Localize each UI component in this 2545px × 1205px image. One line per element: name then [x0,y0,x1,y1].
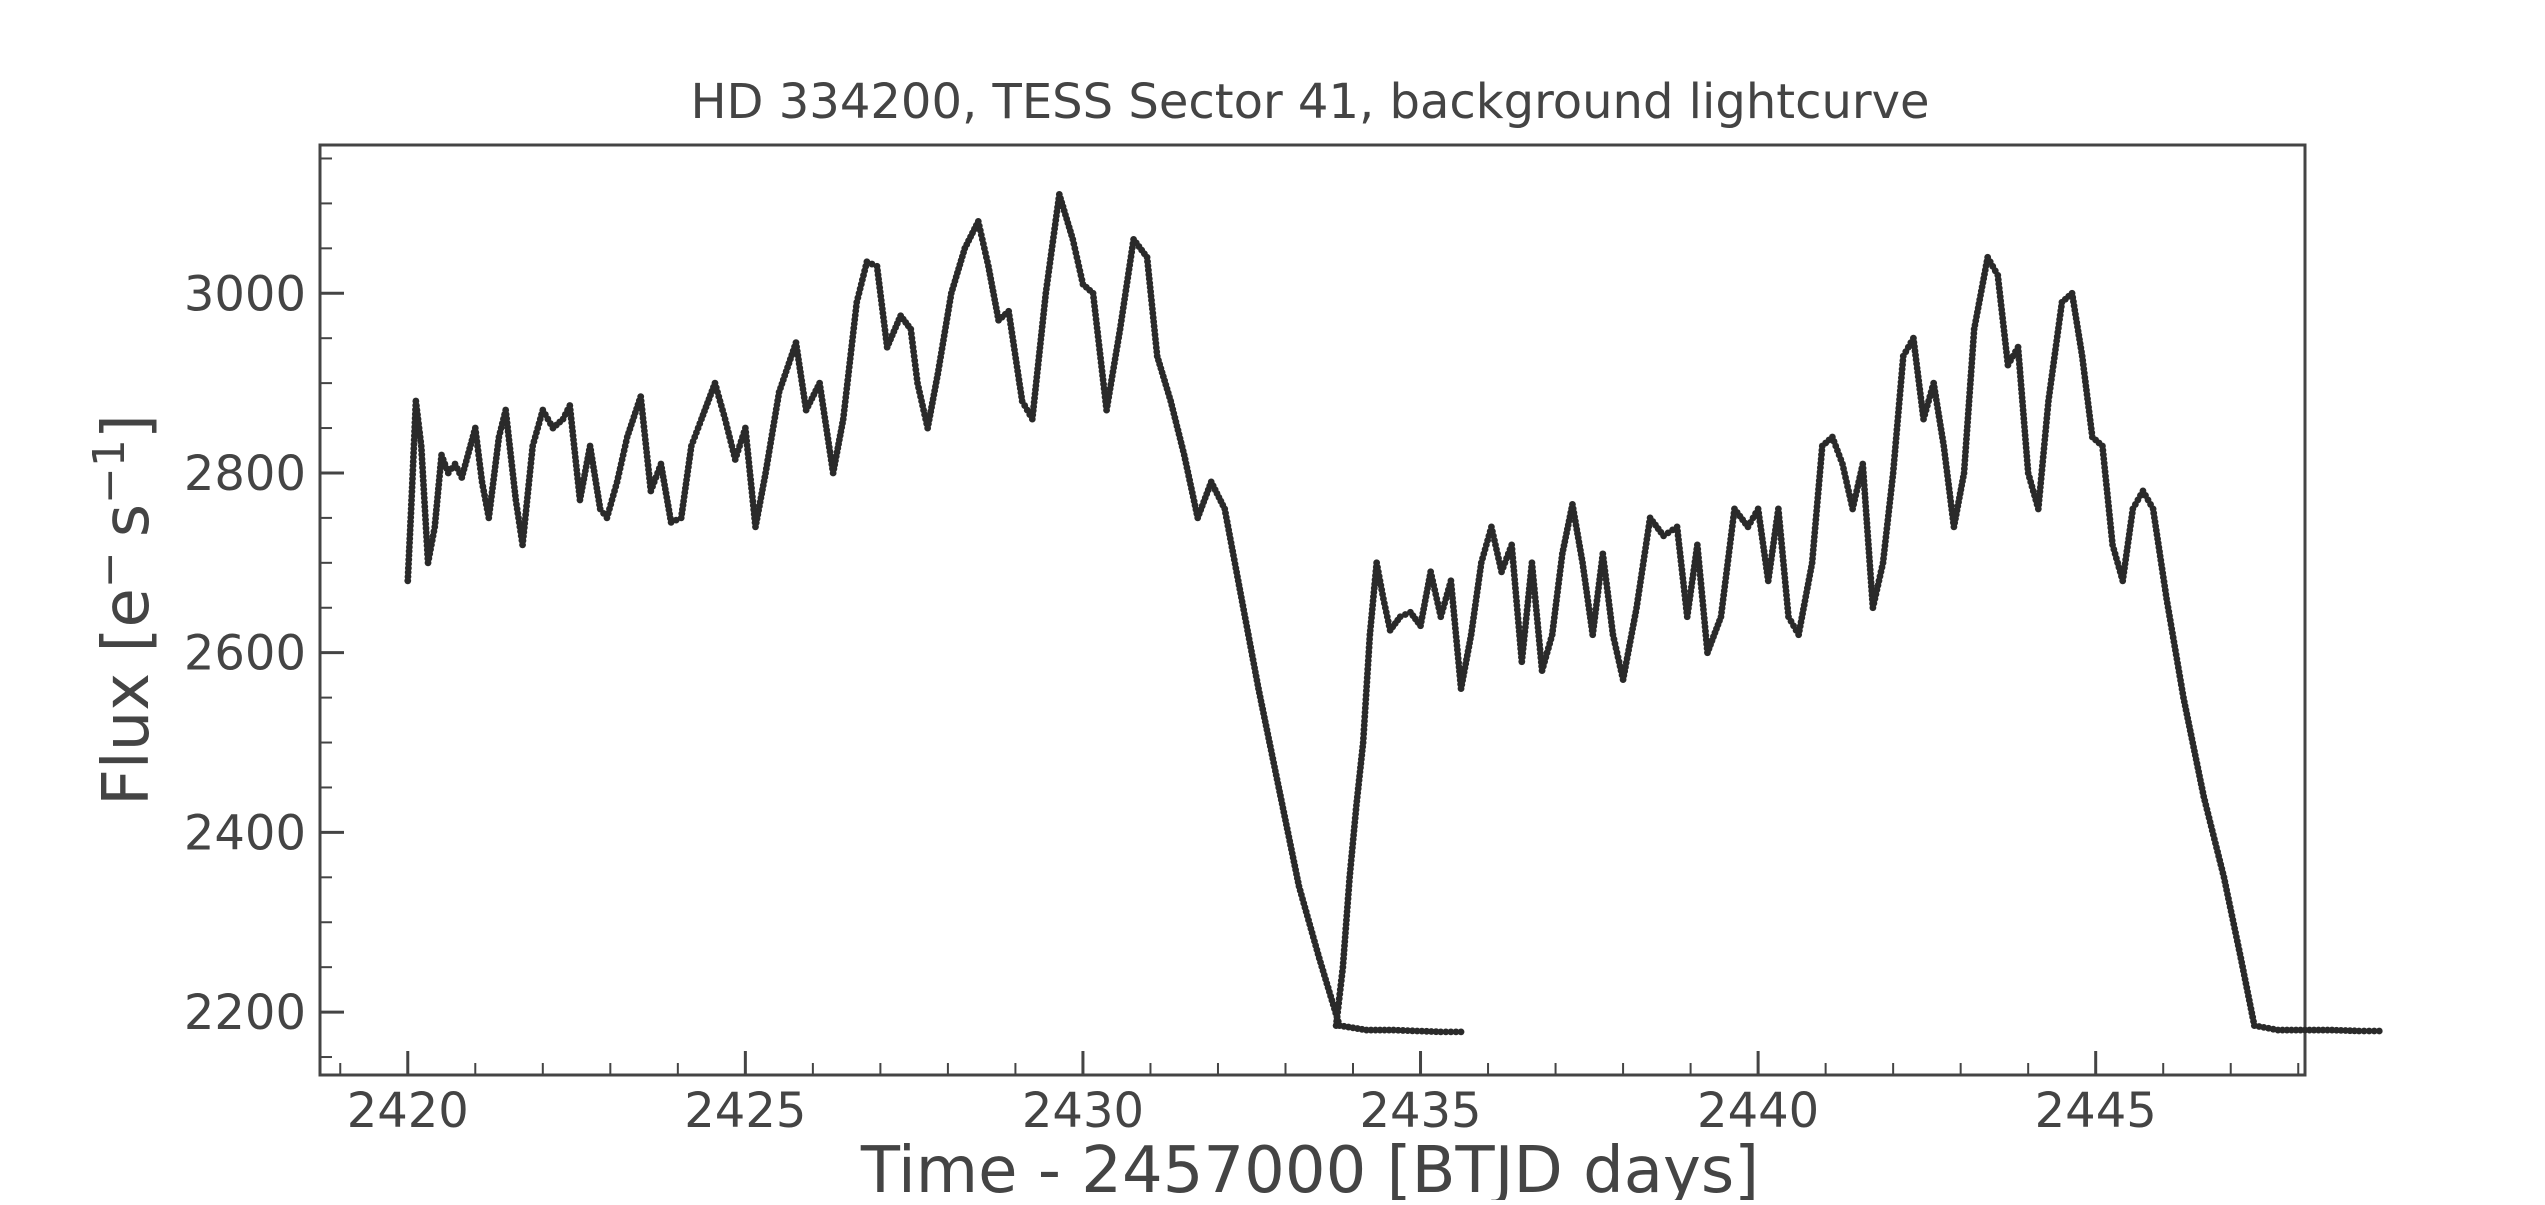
y-tick-label: 2800 [184,446,306,502]
x-axis-label: Time - 2457000 [BTJD days] [860,1134,1759,1200]
x-tick-label: 2435 [1359,1083,1481,1139]
data-markers [404,191,2383,1036]
data-point [1452,1028,1460,1036]
y-axis-label-mid: s [90,504,164,537]
y-axis-label-end: ] [90,414,164,439]
data-point [2355,1027,2363,1035]
y-axis-label-base: Flux [e [90,588,164,806]
x-tick-label: 2420 [347,1083,469,1139]
data-point [1447,1028,1455,1036]
x-axis-ticks: 2420 2425 2430 2435 2440 2445 [339,1051,2300,1139]
y-tick-label: 2200 [184,985,306,1041]
y-tick-label: 2600 [184,626,306,682]
y-tick-label: 3000 [184,266,306,322]
data-point [1437,1028,1445,1036]
data-point [667,518,675,526]
y-axis-ticks: 2200 2400 2600 2800 3000 [184,157,344,1059]
data-point [1457,1028,1465,1036]
y-tick-label: 2400 [184,805,306,861]
data-point [2360,1027,2368,1035]
data-point [2375,1027,2383,1035]
x-tick-label: 2430 [1022,1083,1144,1139]
data-point [1401,611,1409,618]
y-axis-label-sup1: − [84,551,135,588]
data-point [672,516,680,524]
data-point [2365,1027,2373,1035]
plot-frame [318,143,2307,1077]
data-point [863,258,871,266]
data-point [868,260,876,268]
y-axis-label-sup2: −1 [84,439,135,504]
data-point [1396,613,1404,621]
x-tick-label: 2445 [2035,1083,2157,1139]
y-axis-label: Flux [e− s−1] [84,414,164,806]
data-point [2370,1027,2378,1035]
x-tick-label: 2425 [684,1083,806,1139]
chart-title: HD 334200, TESS Sector 41, background li… [690,74,1929,130]
data-point [1442,1028,1450,1036]
x-tick-label: 2440 [1697,1083,1819,1139]
